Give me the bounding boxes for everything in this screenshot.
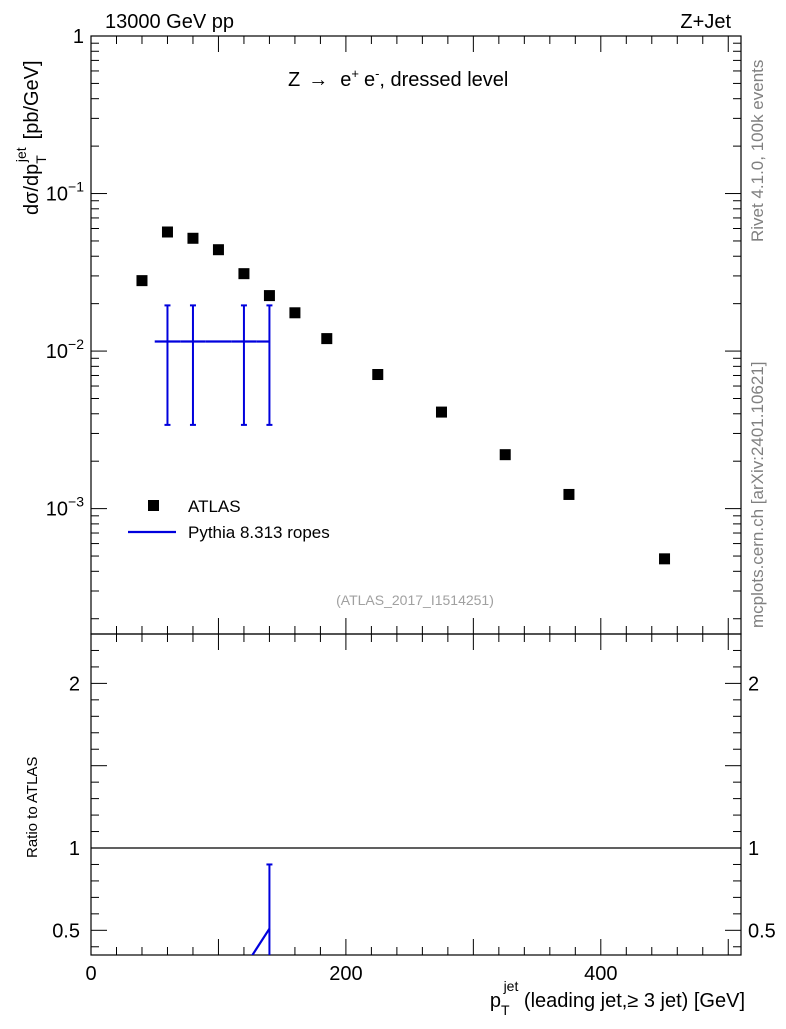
atlas-data-point bbox=[289, 307, 301, 319]
atlas-data-point bbox=[563, 488, 575, 500]
main-y-tick-label: 1 bbox=[73, 26, 84, 48]
atlas-data-point bbox=[499, 449, 511, 461]
atlas-data-point bbox=[263, 290, 275, 302]
x-axis-label: pTjet (leading jet,≥ 3 jet) [GeV] bbox=[490, 978, 745, 1018]
atlas-data-point bbox=[187, 232, 199, 244]
main-y-label: dσ/dpTjet[pb/GeV] bbox=[13, 60, 49, 215]
analysis-watermark: (ATLAS_2017_I1514251) bbox=[336, 592, 494, 608]
main-y-tick-label: 10−2 bbox=[46, 336, 84, 363]
x-tick-label: 0 bbox=[85, 963, 96, 985]
main-plot-frame bbox=[90, 35, 742, 635]
ratio-y-tick-label-left: 1 bbox=[69, 838, 80, 860]
legend-label-atlas: ATLAS bbox=[188, 497, 241, 516]
ratio-y-tick-label-right: 0.5 bbox=[748, 920, 776, 942]
header-left: 13000 GeV pp bbox=[105, 11, 234, 33]
main-y-tick-label: 10−3 bbox=[46, 494, 84, 521]
legend-label-pythia: Pythia 8.313 ropes bbox=[188, 523, 330, 542]
atlas-data-point bbox=[136, 275, 148, 287]
main-y-tick-label: 10−1 bbox=[46, 179, 84, 206]
ratio-pythia-line bbox=[251, 928, 271, 955]
atlas-data-point bbox=[212, 244, 224, 256]
rivet-label: Rivet 4.1.0, 100k events bbox=[748, 59, 767, 242]
chart-marks: 1 10−1 10−2 10−3 0 200 400 0.5 0.5 1 1 2 2 bbox=[46, 26, 776, 985]
atlas-data-point bbox=[161, 226, 173, 238]
legend: ATLAS Pythia 8.313 ropes bbox=[128, 497, 330, 542]
atlas-data-point bbox=[435, 406, 447, 418]
x-tick-label: 200 bbox=[329, 963, 362, 985]
ratio-y-tick-label-left: 2 bbox=[69, 673, 80, 695]
mcplots-label: mcplots.cern.ch [arXiv:2401.10621] bbox=[748, 361, 767, 628]
ratio-y-tick-label-left: 0.5 bbox=[52, 920, 80, 942]
atlas-data-point bbox=[659, 553, 671, 565]
plot-title: Z → e+ e-, dressed level bbox=[288, 66, 508, 91]
ratio-y-tick-label-right: 2 bbox=[748, 673, 759, 695]
legend-marker-atlas bbox=[148, 500, 159, 511]
header-right: Z+Jet bbox=[680, 11, 731, 33]
atlas-data-point bbox=[238, 268, 250, 280]
atlas-data-point bbox=[321, 333, 333, 345]
atlas-data-point bbox=[372, 369, 384, 381]
ratio-y-tick-label-right: 1 bbox=[748, 838, 759, 860]
x-tick-label: 400 bbox=[584, 963, 617, 985]
ratio-y-label: Ratio to ATLAS bbox=[24, 757, 41, 858]
ratio-series-group bbox=[251, 863, 273, 955]
ratio-plot-frame bbox=[90, 633, 742, 956]
